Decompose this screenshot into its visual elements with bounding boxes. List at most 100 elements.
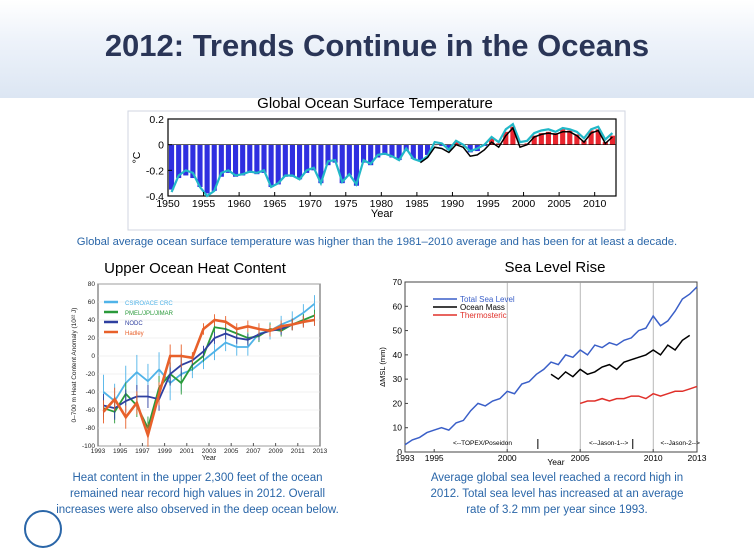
- chart3-y-tick-label: 0: [397, 447, 402, 457]
- chart1-bar: [368, 144, 374, 166]
- chart1-x-tick-label: 2005: [547, 198, 571, 210]
- chart1-y-tick-label: 0: [158, 140, 164, 152]
- chart3-y-tick-label: 30: [393, 374, 403, 384]
- chart2-y-tick-label: 60: [88, 299, 96, 306]
- caption-left-line-2: remained near record high values in 2012…: [69, 488, 326, 500]
- chart1-series-line: [170, 122, 614, 198]
- chart1-bar: [311, 144, 317, 171]
- chart1-bar: [538, 133, 544, 145]
- chart2-x-tick-label: 2007: [246, 448, 261, 455]
- caption-right: Average global sea level reached a recor…: [382, 470, 732, 518]
- corner-circle-decoration: [24, 510, 62, 548]
- chart1-x-tick-label: 1970: [299, 198, 323, 210]
- chart1-bar: [588, 130, 594, 145]
- chart1-bar: [560, 129, 566, 145]
- chart1-bar: [467, 144, 473, 153]
- chart2-y-tick-label: -80: [86, 425, 96, 432]
- chart1-bar: [304, 144, 310, 173]
- chart-title-ocean-temperature: Global Ocean Surface Temperature: [257, 95, 493, 112]
- heat-content-chart: CSIRO/ACE CRC PMEL/JPL/JIMAR NODC Hadley 199…: [71, 281, 328, 462]
- caption-top: Global average ocean surface temperature…: [76, 236, 678, 248]
- chart1-x-tick-label: 2000: [512, 198, 536, 210]
- chart1-bar: [325, 144, 331, 166]
- chart2-y-axis-label: 0–700 m Heat Content Anomaly (10²² J): [71, 308, 78, 423]
- chart3-legend-label: Thermosteric: [460, 311, 507, 320]
- chart1-bar: [574, 134, 580, 145]
- chart1-bar: [424, 144, 431, 155]
- chart2-y-tick-label: 80: [88, 281, 96, 288]
- chart3-mission-annotation: <--Jason-1-->: [589, 440, 629, 447]
- chart1-bar: [247, 144, 253, 173]
- header-band: [0, 0, 754, 98]
- chart3-x-tick-label: 2010: [644, 453, 663, 463]
- chart1-bar: [240, 144, 246, 176]
- chart1-x-tick-label: 1960: [227, 198, 251, 210]
- chart1-bar: [225, 144, 232, 173]
- chart1-bar: [510, 126, 516, 145]
- chart1-bar: [289, 144, 296, 177]
- chart1-x-tick-label: 2010: [583, 198, 607, 210]
- chart2-x-tick-label: 2011: [291, 448, 305, 455]
- chart2-y-tick-label: -100: [82, 443, 95, 450]
- chart1-bar: [410, 144, 416, 159]
- chart1-bar: [168, 144, 175, 190]
- chart1-bar: [375, 144, 381, 158]
- chart1-y-tick-label: -0.2: [146, 165, 164, 177]
- chart1-bar: [417, 144, 424, 162]
- chart2-y-tick-label: -40: [86, 389, 96, 396]
- chart3-x-tick-label: 2000: [498, 453, 517, 463]
- chart1-bar: [382, 144, 388, 155]
- chart1-bar: [211, 144, 217, 191]
- caption-right-line-3: rate of 3.2 mm per year since 1993.: [466, 504, 648, 516]
- chart1-bar: [552, 133, 559, 145]
- chart-title-sea-level: Sea Level Rise: [504, 259, 606, 276]
- chart2-y-tick-label: 0: [91, 353, 95, 360]
- chart1-bar: [296, 144, 303, 180]
- chart1-x-tick-label: 1955: [192, 198, 216, 210]
- chart1-bar: [439, 144, 445, 146]
- chart1-bar: [503, 131, 509, 145]
- chart2-series-line: [102, 303, 315, 403]
- chart1-series-line: [419, 126, 613, 164]
- chart2-legend-label: PMEL/JPL/JIMAR: [125, 311, 174, 317]
- chart3-x-tick-label: 1995: [425, 453, 444, 463]
- chart3-mission-annotation: <--Jason-2-->: [661, 440, 701, 447]
- chart1-bar: [268, 144, 274, 188]
- chart3-x-tick-label: 1993: [396, 453, 415, 463]
- chart3-mission-annotation: <--TOPEX/Poseidon: [453, 440, 512, 447]
- chart3-y-tick-label: 40: [393, 350, 403, 360]
- chart3-series-line: [579, 385, 698, 405]
- chart1-y-tick-label: 0.2: [149, 114, 164, 126]
- chart2-y-tick-label: 20: [88, 335, 96, 342]
- ocean-temperature-chart: 1950 1955 1960 1965 1970 1975 1980 1985 1990 1995…: [127, 110, 626, 231]
- caption-left-line-1: Heat content in the upper 2,300 feet of …: [72, 472, 323, 484]
- chart3-series-line: [404, 286, 698, 446]
- chart1-bar: [282, 144, 288, 177]
- chart2-x-tick-label: 2001: [180, 448, 195, 455]
- chart1-x-tick-label: 1965: [263, 198, 287, 210]
- chart2-x-tick-label: 2003: [202, 448, 217, 455]
- chart2-x-tick-label: 1999: [157, 448, 172, 455]
- chart1-bar: [232, 144, 239, 177]
- chart1-bar: [190, 144, 196, 179]
- chart1-bar: [595, 129, 601, 145]
- chart3-plot-frame: [404, 281, 698, 453]
- chart1-x-tick-label: 1980: [370, 198, 394, 210]
- chart1-bar: [332, 144, 338, 163]
- chart3-series-line: [550, 334, 691, 381]
- chart2-series-line: [103, 319, 315, 410]
- chart1-x-tick-label: 1985: [405, 198, 429, 210]
- chart3-y-tick-label: 60: [393, 301, 403, 311]
- chart1-bar: [204, 144, 210, 194]
- slide-title: 2012: Trends Continue in the Oceans: [104, 28, 650, 63]
- chart1-bar: [531, 135, 537, 145]
- chart1-bar: [346, 144, 352, 176]
- chart1-bar: [567, 130, 573, 145]
- caption-right-line-1: Average global sea level reached a recor…: [430, 472, 684, 484]
- chart1-y-axis-label: °C: [131, 151, 143, 163]
- chart2-x-tick-label: 2005: [224, 448, 239, 455]
- chart3-legend-label: Ocean Mass: [460, 303, 505, 312]
- chart1-bar: [254, 144, 260, 175]
- chart1-x-tick-label: 1950: [156, 198, 180, 210]
- chart2-y-tick-label: 40: [88, 317, 96, 324]
